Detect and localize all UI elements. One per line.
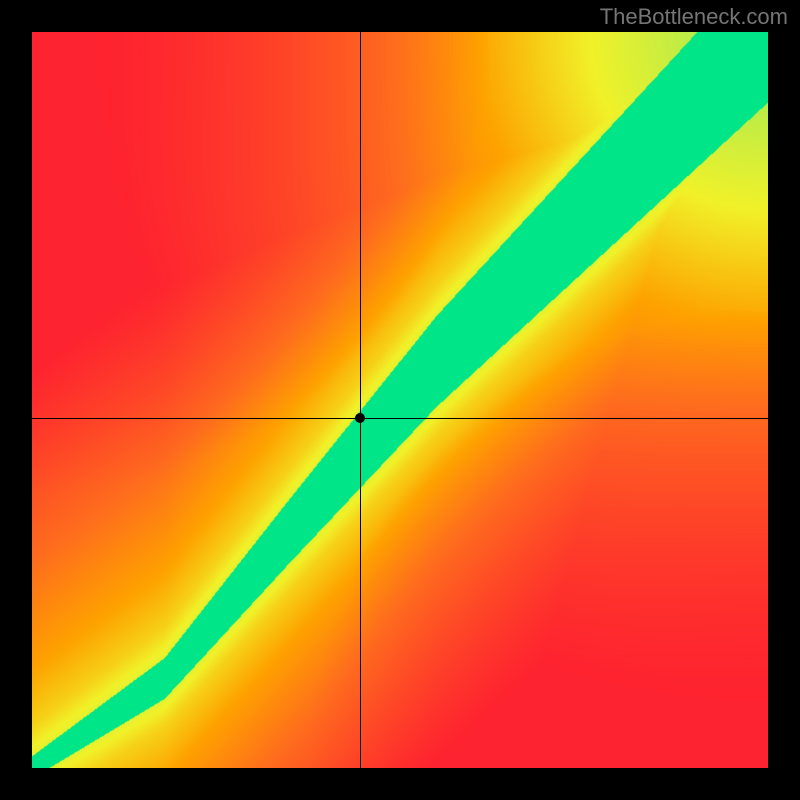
watermark-text: TheBottleneck.com bbox=[600, 4, 788, 30]
marker-dot bbox=[355, 413, 365, 423]
crosshair-vertical bbox=[360, 32, 361, 768]
heatmap-canvas bbox=[32, 32, 768, 768]
heatmap-chart bbox=[32, 32, 768, 768]
crosshair-horizontal bbox=[32, 418, 768, 419]
